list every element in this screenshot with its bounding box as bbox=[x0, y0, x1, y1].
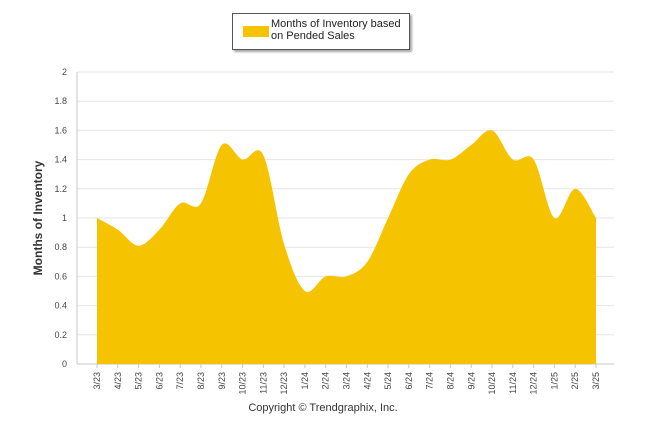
y-tick-label: 0.4 bbox=[54, 301, 67, 311]
y-tick-label: 0.6 bbox=[54, 271, 67, 281]
x-tick-label: 11/23 bbox=[258, 372, 268, 394]
x-tick-label: 2/25 bbox=[570, 372, 580, 390]
x-tick-label: 3/25 bbox=[591, 372, 601, 390]
x-tick-label: 8/24 bbox=[445, 372, 455, 390]
x-tick-label: 5/23 bbox=[134, 372, 144, 390]
x-tick-label: 3/23 bbox=[92, 372, 102, 390]
x-tick-label: 11/24 bbox=[508, 372, 518, 394]
x-tick-label: 4/24 bbox=[362, 372, 372, 390]
y-tick-label: 2 bbox=[62, 67, 67, 77]
chart-legend: Months of Inventory based on Pended Sale… bbox=[232, 13, 410, 50]
x-tick-label: 3/24 bbox=[342, 372, 352, 390]
y-tick-label: 1.8 bbox=[54, 96, 67, 106]
x-tick-label: 1/24 bbox=[300, 372, 310, 390]
x-tick-label: 7/24 bbox=[425, 372, 435, 390]
legend-swatch bbox=[243, 26, 269, 37]
y-tick-label: 1.4 bbox=[54, 155, 67, 165]
x-tick-label: 1/25 bbox=[549, 372, 559, 390]
x-tick-label: 12/23 bbox=[279, 372, 289, 395]
x-tick-label: 12/24 bbox=[529, 372, 539, 395]
y-axis-label: Months of Inventory bbox=[31, 160, 45, 276]
x-tick-label: 7/23 bbox=[175, 372, 185, 390]
y-tick-label: 1.6 bbox=[54, 125, 67, 135]
x-tick-label: 2/24 bbox=[321, 372, 331, 390]
x-tick-label: 8/23 bbox=[196, 372, 206, 390]
legend-label: Months of Inventory based on Pended Sale… bbox=[271, 18, 401, 42]
x-tick-label: 4/23 bbox=[113, 372, 123, 390]
y-tick-label: 0.2 bbox=[54, 330, 67, 340]
x-tick-label: 6/23 bbox=[154, 372, 164, 390]
y-tick-label: 0 bbox=[62, 359, 67, 369]
y-tick-label: 0.8 bbox=[54, 242, 67, 252]
x-tick-label: 5/24 bbox=[383, 372, 393, 390]
x-tick-label: 6/24 bbox=[404, 372, 414, 390]
x-tick-label: 10/23 bbox=[238, 372, 248, 395]
y-tick-label: 1 bbox=[62, 213, 67, 223]
x-tick-label: 10/24 bbox=[487, 372, 497, 395]
x-tick-label: 9/23 bbox=[217, 372, 227, 390]
x-tick-label: 9/24 bbox=[466, 372, 476, 390]
copyright-text: Copyright © Trendgraphix, Inc. bbox=[248, 402, 398, 414]
series-area bbox=[97, 130, 596, 364]
y-tick-label: 1.2 bbox=[54, 184, 67, 194]
